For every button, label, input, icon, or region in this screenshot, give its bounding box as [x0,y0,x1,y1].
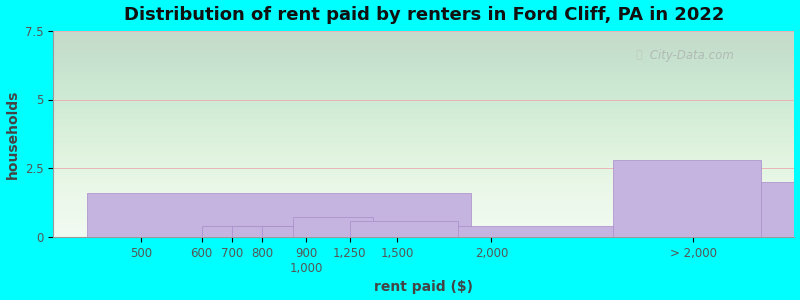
Bar [262,226,383,237]
Text: ⓘ: ⓘ [635,50,642,60]
Y-axis label: households: households [6,89,19,178]
Bar [293,217,374,237]
Bar [613,160,761,237]
Bar [87,193,471,237]
Bar [350,220,458,237]
Bar [202,226,619,237]
Bar [232,226,434,237]
Title: Distribution of rent paid by renters in Ford Cliff, PA in 2022: Distribution of rent paid by renters in … [124,6,724,24]
Bar [626,182,800,237]
Text: City-Data.com: City-Data.com [646,49,734,62]
X-axis label: rent paid ($): rent paid ($) [374,280,474,294]
